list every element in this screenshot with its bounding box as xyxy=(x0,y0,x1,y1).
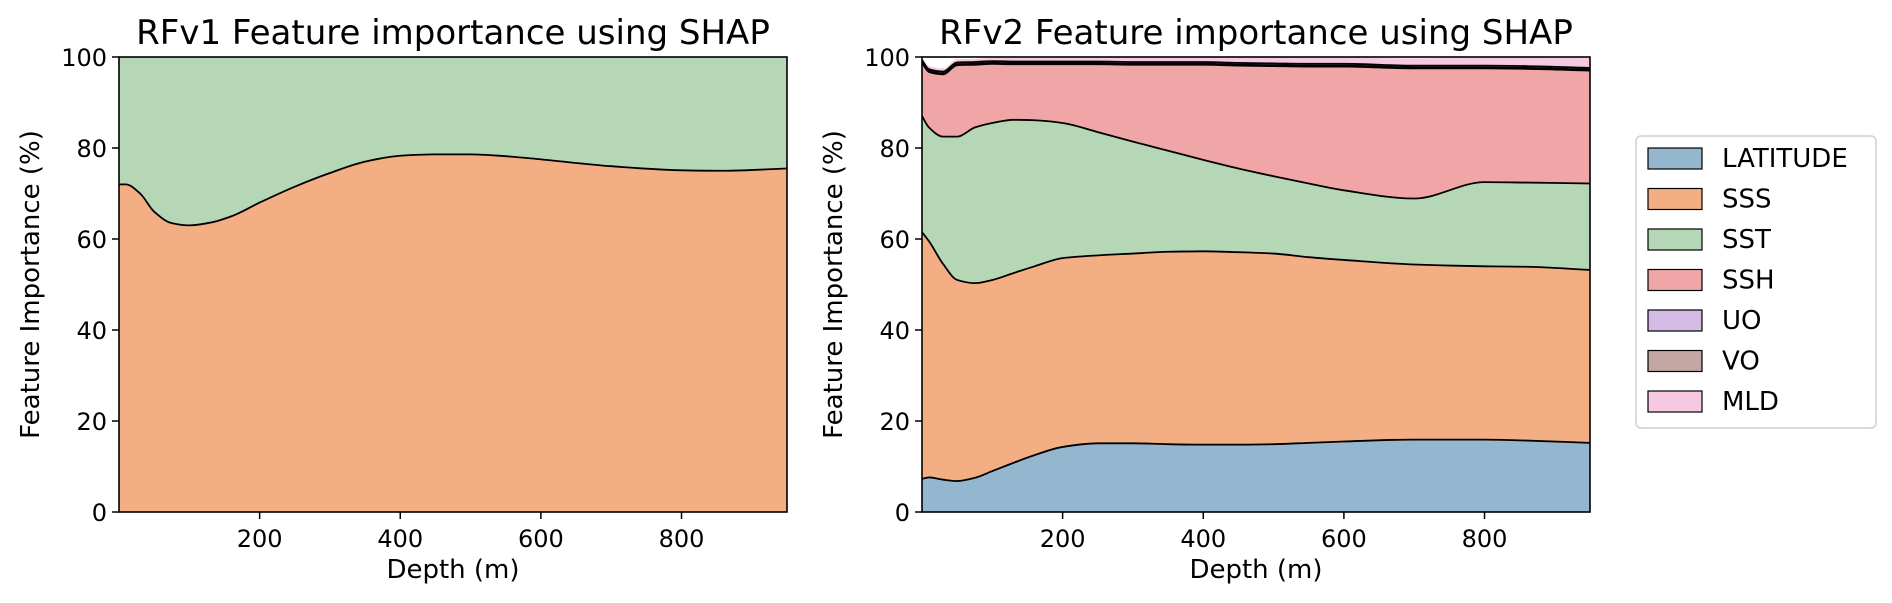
area-ssh xyxy=(922,62,1590,199)
edge-ssh xyxy=(921,62,1591,76)
legend-label-uo: UO xyxy=(1722,306,1762,336)
y-axis-label: Feature Importance (%) xyxy=(819,130,849,439)
legend-swatch-uo xyxy=(1647,309,1703,332)
x-tick-label: 400 xyxy=(1180,525,1226,553)
area-mld xyxy=(922,57,1590,72)
chart-1 xyxy=(112,56,788,519)
x-axis-label: Depth (m) xyxy=(1189,555,1322,585)
legend-label-vo: VO xyxy=(1722,347,1760,377)
legend-label-sst: SST xyxy=(1722,225,1771,255)
x-tick-label: 800 xyxy=(659,525,705,553)
x-axis-label: Depth (m) xyxy=(386,555,519,585)
edge-latitude xyxy=(921,438,1591,482)
y-tick-label: 40 xyxy=(76,317,107,345)
area-latitude xyxy=(922,439,1590,512)
y-tick-label: 40 xyxy=(879,317,910,345)
y-tick-label: 100 xyxy=(61,44,107,72)
edge-sss xyxy=(118,153,788,227)
y-tick-label: 20 xyxy=(879,408,910,436)
y-tick-label: 100 xyxy=(864,44,910,72)
legend-swatch-vo xyxy=(1647,349,1703,373)
legend-swatch-ssh xyxy=(1647,268,1703,292)
legend-swatch-latitude xyxy=(1647,147,1703,170)
x-tick-label: 600 xyxy=(1321,525,1367,553)
legend-swatch-sst xyxy=(1647,228,1703,251)
y-tick-label: 80 xyxy=(76,135,107,163)
area-sst xyxy=(119,57,787,226)
area-sss xyxy=(922,232,1590,482)
edge-vo xyxy=(921,59,1591,73)
y-tick-label: 60 xyxy=(76,226,107,254)
axes-frame xyxy=(921,56,1591,513)
legend-swatch-mld xyxy=(1647,390,1703,413)
legend-label-ssh: SSH xyxy=(1722,266,1775,296)
x-tick-label: 600 xyxy=(518,525,564,553)
edge-uo xyxy=(921,61,1591,75)
area-sss xyxy=(119,154,787,512)
y-tick-label: 60 xyxy=(879,226,910,254)
x-tick-label: 200 xyxy=(1040,525,1086,553)
edge-sss xyxy=(921,231,1591,285)
y-tick-label: 20 xyxy=(76,408,107,436)
legend-label-sss: SSS xyxy=(1722,185,1772,215)
x-tick-label: 800 xyxy=(1462,525,1508,553)
y-tick-label: 80 xyxy=(879,135,910,163)
edge-sst xyxy=(921,115,1591,200)
axes-frame xyxy=(118,56,788,513)
chart-2 xyxy=(915,56,1591,519)
area-sst xyxy=(922,116,1590,284)
x-tick-label: 400 xyxy=(377,525,423,553)
chart-title: RFv1 Feature importance using SHAP xyxy=(136,13,770,53)
chart-title: RFv2 Feature importance using SHAP xyxy=(939,13,1573,53)
y-tick-label: 0 xyxy=(895,499,910,527)
x-tick-label: 200 xyxy=(237,525,283,553)
legend-swatch-sss xyxy=(1647,187,1703,211)
legend xyxy=(1635,135,1877,429)
legend-label-latitude: LATITUDE xyxy=(1722,144,1848,174)
y-axis-label: Feature Importance (%) xyxy=(16,130,46,439)
y-tick-label: 0 xyxy=(92,499,107,527)
legend-label-mld: MLD xyxy=(1722,387,1779,417)
